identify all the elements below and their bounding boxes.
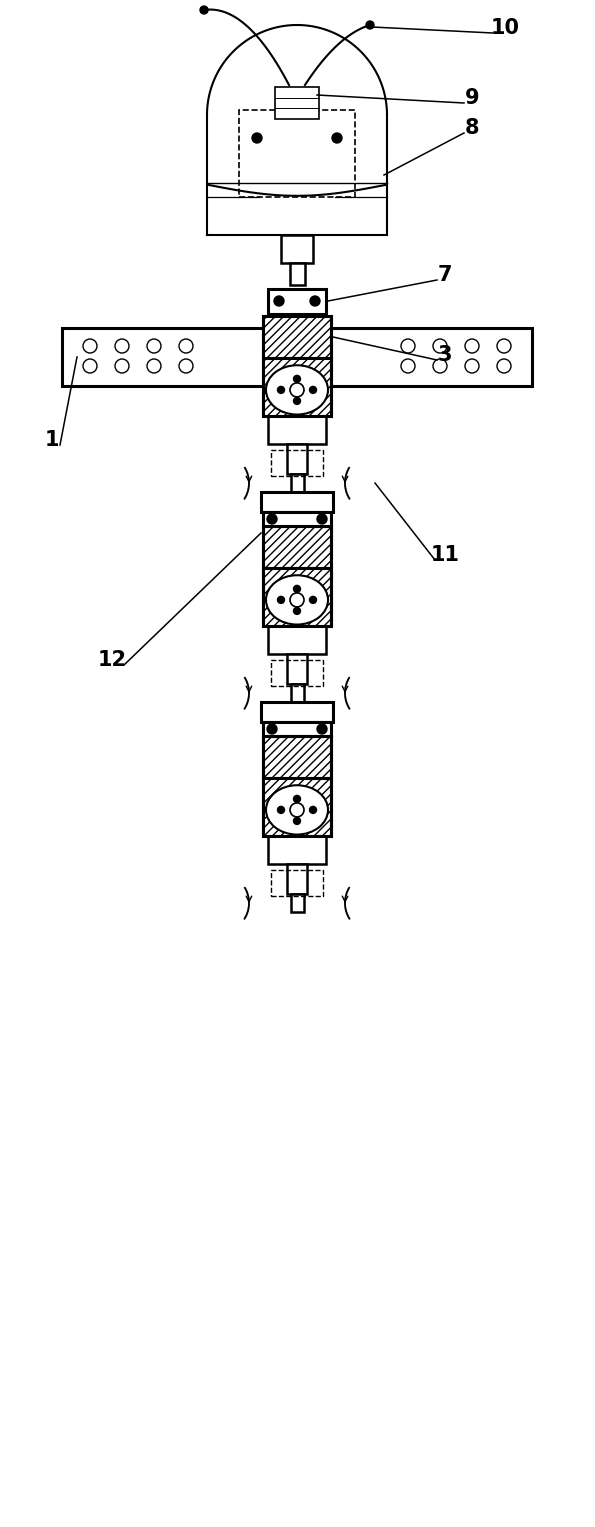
Circle shape [317, 515, 327, 524]
Circle shape [293, 376, 300, 382]
Ellipse shape [266, 785, 328, 835]
Bar [239, 110, 355, 197]
Text: 10: 10 [490, 18, 519, 38]
Circle shape [147, 339, 161, 353]
Circle shape [290, 803, 304, 817]
Bar [271, 870, 323, 896]
Circle shape [497, 339, 511, 353]
Bar [261, 492, 333, 512]
Bar [263, 512, 331, 525]
Circle shape [293, 585, 300, 592]
Bar [291, 684, 304, 702]
Text: 11: 11 [431, 545, 459, 565]
Bar [268, 626, 326, 654]
Bar [287, 864, 307, 893]
Circle shape [293, 608, 300, 614]
Bar [268, 415, 326, 444]
Bar [263, 316, 331, 357]
Text: 12: 12 [98, 651, 127, 670]
Bar [263, 525, 331, 626]
Bar [263, 736, 331, 835]
Text: 9: 9 [465, 89, 480, 108]
Bar [271, 660, 323, 686]
Bar [62, 328, 532, 386]
Text: 3: 3 [438, 345, 452, 365]
Circle shape [147, 359, 161, 373]
Circle shape [179, 339, 193, 353]
Circle shape [179, 359, 193, 373]
Bar [268, 835, 326, 864]
Circle shape [310, 296, 320, 305]
Circle shape [465, 339, 479, 353]
Bar [261, 702, 333, 722]
Ellipse shape [266, 576, 328, 625]
Circle shape [309, 597, 317, 603]
Circle shape [277, 597, 284, 603]
Circle shape [433, 339, 447, 353]
Bar [271, 450, 323, 476]
Bar [275, 87, 319, 119]
Bar [291, 473, 304, 492]
Circle shape [83, 359, 97, 373]
Bar [263, 722, 331, 736]
Circle shape [401, 359, 415, 373]
Circle shape [366, 21, 374, 29]
Circle shape [267, 724, 277, 734]
Bar [263, 525, 331, 568]
Circle shape [309, 386, 317, 394]
Circle shape [290, 592, 304, 606]
Bar [263, 777, 331, 835]
Bar [281, 235, 313, 263]
Circle shape [83, 339, 97, 353]
Circle shape [277, 386, 284, 394]
Bar [263, 357, 331, 415]
Text: 1: 1 [45, 431, 60, 450]
Text: 7: 7 [438, 266, 452, 286]
Circle shape [290, 383, 304, 397]
Bar [287, 654, 307, 684]
Circle shape [401, 339, 415, 353]
Circle shape [274, 296, 284, 305]
Bar [268, 289, 326, 315]
Circle shape [317, 724, 327, 734]
Circle shape [252, 133, 262, 144]
Bar [287, 444, 307, 473]
Text: 8: 8 [465, 118, 479, 137]
Circle shape [433, 359, 447, 373]
Ellipse shape [266, 365, 328, 414]
Circle shape [115, 339, 129, 353]
Circle shape [309, 806, 317, 814]
Circle shape [293, 397, 300, 405]
Circle shape [332, 133, 342, 144]
Circle shape [200, 6, 208, 14]
Circle shape [465, 359, 479, 373]
Circle shape [293, 796, 300, 802]
Bar [290, 263, 305, 286]
Circle shape [115, 359, 129, 373]
Circle shape [277, 806, 284, 814]
Bar [263, 568, 331, 626]
Circle shape [497, 359, 511, 373]
Circle shape [293, 817, 300, 825]
Bar [263, 736, 331, 777]
Circle shape [267, 515, 277, 524]
Bar [291, 893, 304, 912]
Bar [263, 316, 331, 415]
